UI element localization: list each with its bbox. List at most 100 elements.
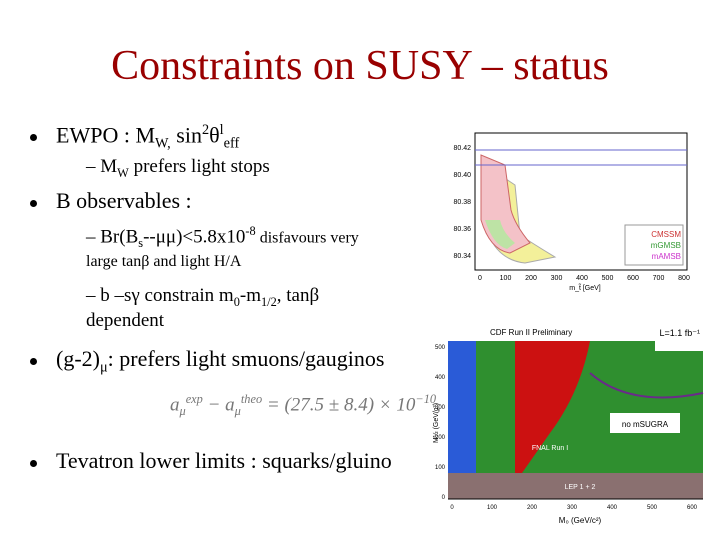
- x-tick-label: 600: [627, 275, 639, 282]
- text-run: W: [117, 165, 129, 180]
- text-run: = (27.5 ± 8.4) × 10: [262, 394, 416, 416]
- y-tick-label: 80.34: [453, 253, 471, 260]
- text-run: – M: [86, 156, 118, 177]
- bullet-line: (g-2)μ: prefers light smuons/gauginos: [30, 346, 385, 376]
- x-axis-label: M₀ (GeV/c²): [559, 516, 602, 525]
- text-run: θ: [209, 122, 220, 148]
- y-tick-label: 80.40: [453, 172, 471, 179]
- text-run: B observables :: [56, 188, 192, 213]
- text-run: theo: [240, 392, 263, 406]
- y-tick-label: 400: [435, 375, 446, 381]
- y-tick-label: 80.36: [453, 226, 471, 233]
- y-tick-label: 0: [442, 495, 446, 501]
- x-tick-label: 300: [567, 505, 578, 511]
- region-label: no mSUGRA: [622, 420, 669, 429]
- legend: [624, 224, 684, 266]
- text-run: l: [219, 122, 224, 138]
- x-tick-label: 500: [647, 505, 658, 511]
- text-run: μ: [99, 359, 108, 376]
- y-tick-label: 100: [435, 465, 446, 471]
- text-run: -m: [239, 285, 261, 306]
- y-tick-label: 200: [435, 435, 446, 441]
- x-tick-label: 400: [607, 505, 618, 511]
- label-box: [610, 413, 680, 433]
- x-tick-label: 300: [551, 275, 563, 282]
- text-run: exp: [185, 392, 203, 406]
- legend-entry: CMSSM: [651, 230, 681, 239]
- region: [448, 473, 703, 499]
- text-run: eff: [223, 135, 240, 152]
- x-tick-label: 0: [478, 275, 482, 282]
- text-run: 0: [233, 294, 240, 309]
- x-tick-label: 100: [487, 505, 498, 511]
- mw-plot: 80.42 80.40 80.38 80.36 80.34 0 100 200 300 400 50…: [453, 132, 690, 292]
- bullet-dot: [30, 200, 37, 208]
- text-run: μ: [179, 404, 186, 419]
- x-tick-label: 800: [678, 275, 690, 282]
- text-run: μ: [234, 404, 241, 419]
- text-run: a: [170, 394, 180, 416]
- x-tick-label: 500: [602, 275, 614, 282]
- bullet-line: – b –sγ constrain m0-m1/2, tanβ: [86, 285, 319, 310]
- text-run: EWPO : M: [56, 122, 155, 148]
- y-tick-label: 80.42: [453, 145, 471, 152]
- bullet-line: aμexp − aμtheo = (27.5 ± 8.4) × 10−10,: [170, 392, 441, 419]
- bullet-line: dependent: [86, 310, 164, 332]
- lumi-label: L=1.1 fb⁻¹: [659, 328, 700, 338]
- slide-title: Constraints on SUSY – status: [111, 43, 609, 89]
- text-run: large tanβ and light H/A: [86, 253, 242, 270]
- bullet-dot: [30, 134, 37, 142]
- region-label: FNAL Run I: [532, 445, 568, 452]
- axis-area: [448, 499, 703, 529]
- legend-entry: mAMSB: [652, 252, 681, 261]
- bullet-line: EWPO : MW, sin2θleff: [30, 122, 240, 153]
- y-tick-label: 500: [435, 345, 446, 351]
- x-tick-label: 700: [653, 275, 665, 282]
- text-run: : prefers light smuons/gauginos: [107, 346, 385, 371]
- bullet-dot: [30, 358, 37, 366]
- plot-header: CDF Run II Preliminary: [490, 328, 572, 337]
- text-run: prefers light stops: [128, 156, 270, 177]
- text-run: dependent: [86, 310, 165, 331]
- x-axis-label: m_t̃ [GeV]: [569, 284, 601, 292]
- bullet-line: – MW prefers light stops: [86, 156, 270, 181]
- text-run: ,: [436, 394, 441, 416]
- x-tick-label: 200: [527, 505, 538, 511]
- x-tick-label: 100: [500, 275, 512, 282]
- text-run: , tanβ: [276, 285, 320, 306]
- region-label: LEP 1 + 2: [565, 484, 596, 491]
- region: [485, 220, 515, 249]
- text-run: – Br(B: [86, 226, 139, 248]
- x-tick-label: 0: [450, 505, 454, 511]
- bullet-line: large tanβ and light H/A: [86, 250, 241, 272]
- region: [515, 341, 590, 473]
- x-tick-label: 600: [687, 505, 698, 511]
- bullet-line: – Br(Bs--μμ)<5.8x10-8 disfavours very: [86, 224, 359, 251]
- text-run: (g-2): [56, 346, 100, 371]
- text-run: --μμ)<5.8x10: [143, 226, 246, 248]
- limit-line: [589, 372, 704, 399]
- text-run: disfavours very: [255, 229, 359, 247]
- bullet-line: B observables :: [30, 188, 192, 214]
- y-axis-label: M½ (GeV/c²): [432, 403, 440, 443]
- legend-entry: mGMSB: [651, 241, 681, 250]
- x-tick-label: 400: [576, 275, 588, 282]
- text-run: sin: [170, 122, 202, 148]
- x-tick-label: 200: [525, 275, 537, 282]
- text-run: − a: [202, 394, 235, 416]
- region: [448, 341, 476, 499]
- bullet-line: Tevatron lower limits : squarks/gluino: [30, 448, 392, 474]
- text-run: 2: [201, 122, 210, 138]
- text-run: W,: [155, 135, 171, 152]
- text-run: 1/2: [261, 294, 277, 309]
- y-tick-label: 80.38: [453, 199, 471, 206]
- text-run: s: [138, 236, 144, 251]
- lumi-box: [655, 341, 703, 351]
- y-tick-label: 300: [435, 405, 446, 411]
- bullet-dot: [30, 460, 37, 468]
- text-run: Tevatron lower limits : squarks/gluino: [56, 448, 392, 473]
- text-run: – b –sγ constrain m: [86, 285, 234, 306]
- cdf-plot: CDF Run II Preliminary L=1.1 fb⁻¹ 500 400 30…: [432, 328, 704, 529]
- text-run: −10: [415, 392, 437, 406]
